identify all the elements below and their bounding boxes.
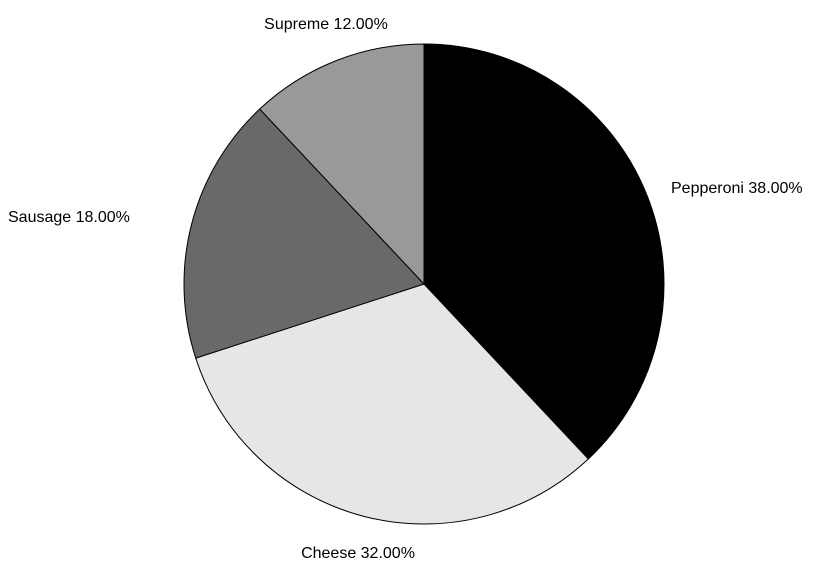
pie-slice-supreme [259, 43, 425, 285]
pie-label-sausage: Sausage 18.00% [8, 209, 130, 226]
pie-label-cheese: Cheese 32.00% [301, 545, 415, 562]
pie-label-pepperoni: Pepperoni 38.00% [671, 180, 803, 197]
pie-slice-pepperoni [423, 43, 665, 460]
pie-slices [183, 43, 665, 525]
pie-labels: Pepperoni 38.00% Cheese 32.00% Sausage 18.… [8, 16, 803, 562]
pie-slice-cheese [195, 283, 589, 525]
pie-label-supreme: Supreme 12.00% [264, 16, 388, 33]
pie-slice-sausage [183, 108, 425, 359]
